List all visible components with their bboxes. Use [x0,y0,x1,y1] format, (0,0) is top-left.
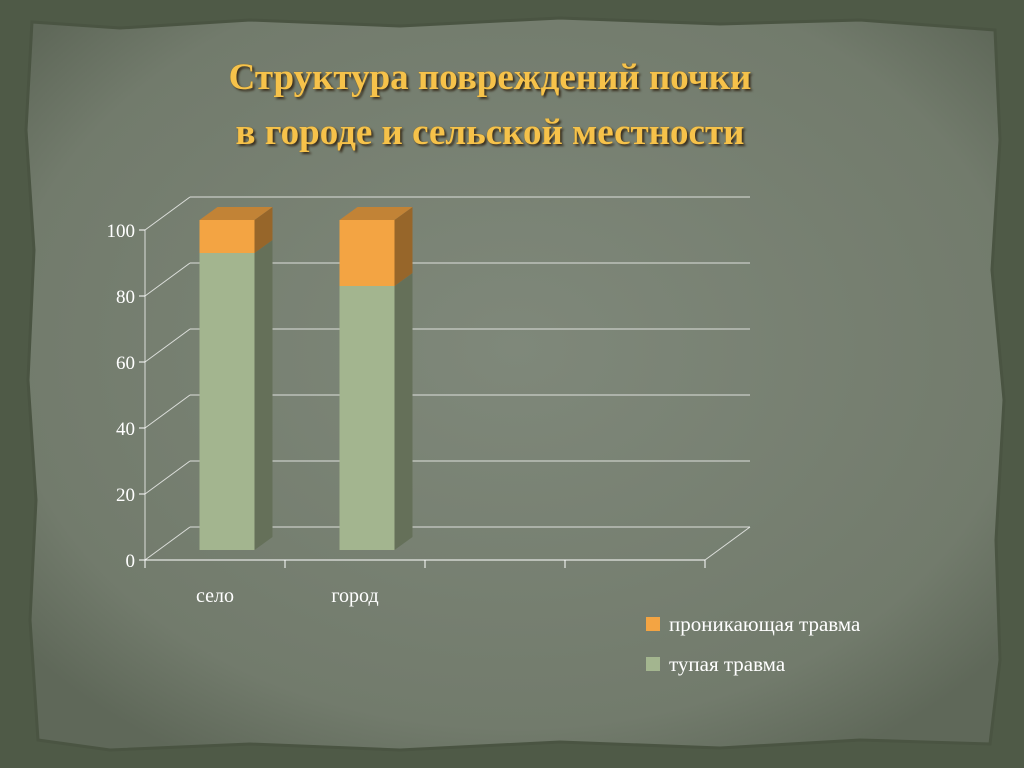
grid-layer [144,196,751,561]
bar-front [199,220,255,253]
floor-side-edge [704,526,751,561]
legend-item-blunt: тупая травма [646,644,860,684]
x-category-label: город [331,585,378,607]
bar-side [394,273,413,550]
bar-segment [199,207,273,253]
bar-front [339,286,395,550]
y-tick-label: 40 [116,419,135,440]
axis-layer: 0 20 40 60 80 100 село город [107,221,706,607]
bar-segment [339,273,413,550]
y-tick-label: 100 [107,221,136,242]
title-line-2: в городе и сельской местности [235,112,745,153]
gridline-side [144,262,191,297]
gridline-side [144,394,191,429]
bar-top [339,207,413,220]
bar-layer [199,207,413,550]
legend-swatch-blunt [646,657,660,671]
y-tick-label: 0 [126,551,136,572]
bar-segment [339,207,413,286]
y-tick-label: 20 [116,485,135,506]
legend: проникающая травма тупая травма [646,604,860,684]
gridline-side [144,460,191,495]
bar-side [254,207,273,253]
chart-title: Структура повреждений почки в городе и с… [90,50,890,160]
bar-front [339,220,395,286]
bar-segment [199,240,273,550]
legend-label-blunt: тупая травма [669,651,786,676]
bar-front [199,253,255,550]
y-tick-label: 60 [116,353,135,374]
bar-side [254,240,273,550]
x-category-label: село [196,585,234,607]
y-tick-label: 80 [116,287,135,308]
title-line-1: Структура повреждений почки [228,57,752,98]
legend-item-penetrating: проникающая травма [646,604,860,644]
legend-swatch-penetrating [646,617,660,631]
gridline-side [144,196,191,231]
gridline-side [144,328,191,363]
legend-label-penetrating: проникающая травма [669,611,861,636]
gridline-side [144,526,191,561]
bar-side [394,207,413,286]
bar-top [199,207,273,220]
